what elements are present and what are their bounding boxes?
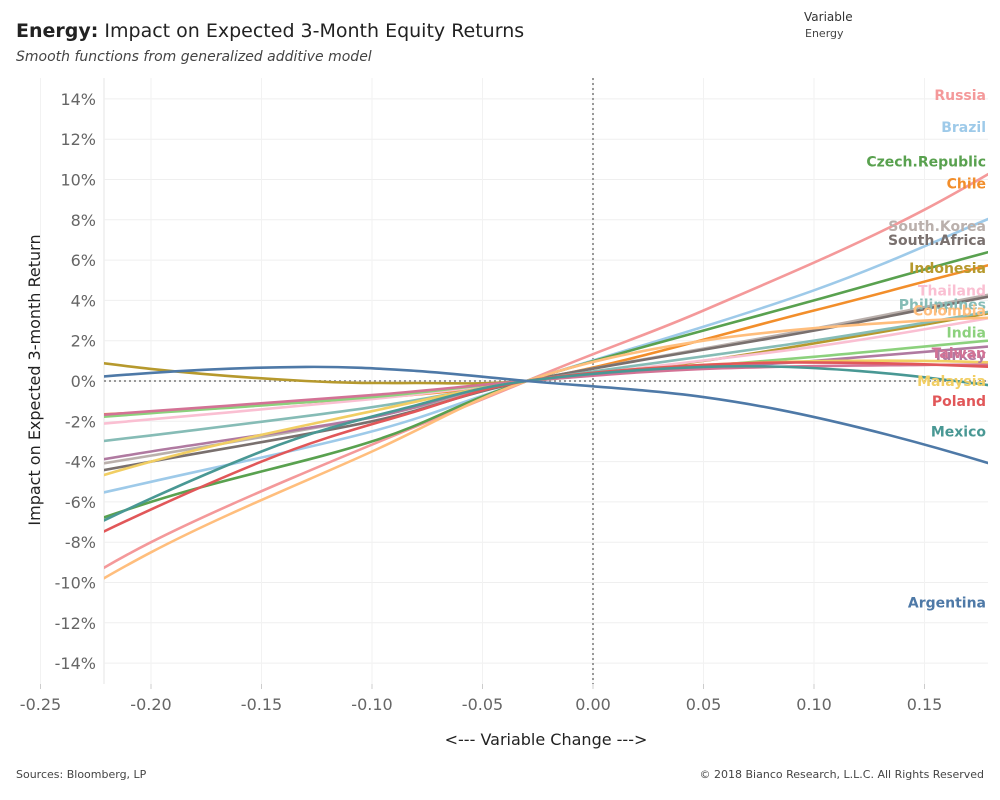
series-line-czech-republic [104, 250, 988, 519]
series-label-mexico: Mexico [931, 424, 987, 440]
grid-lines [40, 78, 988, 684]
y-tick-label: -6% [65, 493, 96, 512]
series-line-taiwan [104, 363, 988, 416]
series-label-indonesia: Indonesia [909, 261, 986, 277]
y-tick-label: 4% [71, 291, 96, 310]
x-tick-label: 0.10 [796, 695, 832, 714]
series-line-indonesia [104, 312, 988, 385]
y-tick-label: 12% [60, 130, 96, 149]
x-tick-label: -0.20 [130, 695, 171, 714]
y-tick-label: -2% [65, 412, 96, 431]
series-label-brazil: Brazil [941, 120, 986, 136]
series-line-russia [104, 172, 988, 570]
y-tick-label: 14% [60, 90, 96, 109]
y-tick-label: -12% [55, 614, 96, 633]
series-label-czech-republic: Czech.Republic [866, 154, 986, 170]
series-line-chile [104, 263, 988, 416]
chart-subtitle: Smooth functions from generalized additi… [16, 49, 372, 65]
y-axis-title: Impact on Expected 3-month Return [25, 234, 44, 525]
y-tick-label: -14% [55, 654, 96, 673]
series-line-colombia [104, 316, 988, 580]
series-label-colombia: Colombia [913, 303, 986, 319]
y-tick-label: 6% [71, 251, 96, 270]
x-tick-label: 0.05 [686, 695, 722, 714]
series-label-south-africa: South.Africa [888, 233, 986, 249]
series-label-thailand: Thailand [918, 283, 986, 299]
x-tick-label: -0.10 [351, 695, 392, 714]
series-line-argentina [104, 365, 988, 465]
series-line-malaysia [104, 359, 988, 477]
variable-filter[interactable]: Variable Energy [804, 10, 853, 40]
series-labels: Russia Brazil Czech.Republic Chile South.Kor… [866, 88, 986, 612]
chart-title-rest: Impact on Expected 3-Month Equity Return… [98, 20, 525, 42]
y-tick-label: -4% [65, 453, 96, 472]
series-label-turkey: Turkey [934, 348, 986, 364]
axes: 14% 12% 10% 8% 6% 4% 2% 0% -2% -4% -6% -8% -10% -12% -… [20, 78, 988, 714]
source-note: Sources: Bloomberg, LP [16, 768, 147, 781]
series-label-argentina: Argentina [908, 596, 986, 612]
series-label-south-korea: South.Korea [888, 219, 986, 235]
copyright-note: © 2018 Bianco Research, L.L.C. All Right… [699, 768, 984, 781]
x-tick-label: -0.15 [241, 695, 282, 714]
series-label-malaysia: Malaysia [917, 374, 986, 390]
series-label-taiwan: Taiwan [932, 346, 986, 362]
y-tick-label: 10% [60, 171, 96, 190]
series-label-russia: Russia [934, 88, 986, 104]
x-tick-label: 0.00 [575, 695, 611, 714]
x-tick-label: 0.15 [907, 695, 943, 714]
chart-title-bold: Energy: [16, 20, 99, 42]
y-tick-label: 2% [71, 332, 96, 351]
series-label-india: India [947, 326, 986, 342]
filter-value[interactable]: Energy [805, 27, 844, 40]
y-tick-label: 8% [71, 211, 96, 230]
series-lines [104, 172, 988, 580]
series-label-poland: Poland [932, 394, 986, 410]
y-tick-label: 0% [71, 372, 96, 391]
x-tick-label: -0.25 [20, 695, 61, 714]
x-axis-title: <--- Variable Change ---> [445, 730, 648, 749]
y-tick-label: -8% [65, 533, 96, 552]
series-line-brazil [104, 217, 988, 494]
series-line-mexico [104, 364, 988, 522]
filter-label: Variable [804, 10, 853, 24]
series-label-philippines: Philippines [899, 297, 986, 313]
y-tick-label: -10% [55, 574, 96, 593]
chart-title: Energy: Impact on Expected 3-Month Equit… [16, 20, 524, 42]
series-label-chile: Chile [947, 177, 986, 193]
x-tick-label: -0.05 [462, 695, 503, 714]
